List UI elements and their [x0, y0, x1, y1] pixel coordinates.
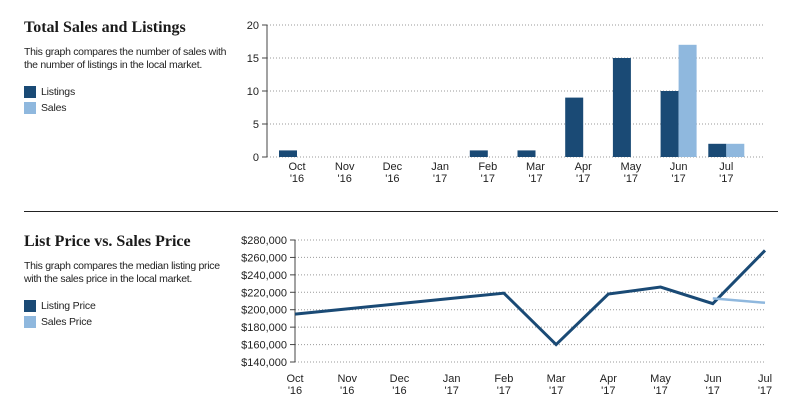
- price-panel: List Price vs. Sales Price This graph co…: [0, 214, 804, 420]
- bar-sales: [726, 143, 745, 157]
- chart-description: This graph compares the number of sales …: [24, 46, 227, 71]
- x-tick-label: Jan: [431, 161, 449, 173]
- bar-listings: [708, 143, 727, 157]
- bar-listings: [469, 150, 488, 157]
- x-tick-label: Jul: [719, 161, 733, 173]
- y-tick-label: $260,000: [241, 252, 287, 264]
- legend-label: Sales: [41, 102, 67, 114]
- x-tick-label: Jun: [670, 161, 688, 173]
- x-tick-label: '16: [340, 385, 354, 397]
- y-tick-label: $280,000: [241, 235, 287, 247]
- legend-swatch-sales-price: [24, 316, 36, 328]
- legend-item-listings: Listings: [24, 84, 224, 100]
- x-tick-label: '16: [338, 173, 352, 185]
- x-tick-label: '17: [576, 173, 590, 185]
- x-tick-label: '16: [288, 385, 302, 397]
- x-tick-label: '17: [758, 385, 772, 397]
- x-tick-label: May: [650, 373, 671, 385]
- chart-title: Total Sales and Listings: [24, 19, 186, 36]
- x-tick-label: '17: [719, 173, 733, 185]
- price-info: List Price vs. Sales Price This graph co…: [24, 232, 224, 330]
- x-tick-label: Mar: [547, 373, 566, 385]
- x-tick-label: '17: [497, 385, 511, 397]
- x-tick-label: Feb: [478, 161, 497, 173]
- sales-listings-panel: Total Sales and Listings This graph comp…: [0, 0, 804, 205]
- section-divider: [24, 211, 778, 212]
- series-line-sales-price: [712, 297, 766, 304]
- y-tick-label: 10: [247, 86, 259, 98]
- chart-title: List Price vs. Sales Price: [24, 233, 191, 250]
- x-tick-label: '17: [601, 385, 615, 397]
- x-tick-label: Oct: [288, 161, 305, 173]
- x-tick-label: '17: [706, 385, 720, 397]
- x-tick-label: '16: [290, 173, 304, 185]
- x-tick-label: '16: [392, 385, 406, 397]
- x-tick-label: '17: [528, 173, 542, 185]
- x-tick-label: Nov: [337, 373, 357, 385]
- y-tick-label: 0: [253, 152, 259, 164]
- y-tick-label: $160,000: [241, 340, 287, 352]
- legend-label: Sales Price: [41, 316, 92, 328]
- x-tick-label: Dec: [390, 373, 410, 385]
- chart-description: This graph compares the median listing p…: [24, 260, 220, 285]
- x-tick-label: Mar: [526, 161, 545, 173]
- bar-sales: [678, 44, 697, 157]
- legend-label: Listings: [41, 86, 76, 98]
- legend-item-sales-price: Sales Price: [24, 314, 224, 330]
- legend-swatch-listings: [24, 86, 36, 98]
- legend-swatch-listing-price: [24, 300, 36, 312]
- series-line-listing-price: [294, 249, 767, 347]
- bar-chart: 05101520Oct'16Nov'16Dec'16Jan'17Feb'17Ma…: [247, 20, 765, 185]
- x-tick-label: '17: [433, 173, 447, 185]
- y-tick-label: $200,000: [241, 305, 287, 317]
- x-tick-label: Jul: [758, 373, 772, 385]
- y-tick-label: 20: [247, 20, 259, 32]
- y-tick-label: $180,000: [241, 322, 287, 334]
- x-tick-label: Apr: [575, 161, 592, 173]
- x-tick-label: Nov: [335, 161, 355, 173]
- x-tick-label: Oct: [286, 373, 303, 385]
- x-tick-label: '17: [653, 385, 667, 397]
- y-tick-label: 5: [253, 119, 259, 131]
- bar-listings: [565, 97, 584, 157]
- x-tick-label: May: [621, 161, 642, 173]
- bar-listings: [660, 91, 679, 157]
- x-tick-label: '17: [624, 173, 638, 185]
- x-tick-label: Jun: [704, 373, 722, 385]
- x-tick-label: '17: [444, 385, 458, 397]
- y-tick-label: $220,000: [241, 287, 287, 299]
- bar-listings: [517, 150, 536, 157]
- legend-swatch-sales: [24, 102, 36, 114]
- x-tick-label: '17: [549, 385, 563, 397]
- x-tick-label: Feb: [494, 373, 513, 385]
- legend-item-sales: Sales: [24, 100, 224, 116]
- legend-label: Listing Price: [41, 300, 96, 312]
- x-tick-label: '17: [671, 173, 685, 185]
- sales-listings-info: Total Sales and Listings This graph comp…: [24, 18, 226, 116]
- y-tick-label: 15: [247, 53, 259, 65]
- x-tick-label: Apr: [600, 373, 617, 385]
- y-tick-label: $140,000: [241, 357, 287, 369]
- x-tick-label: Dec: [383, 161, 403, 173]
- legend: Listings Sales: [24, 84, 224, 116]
- line-chart: $140,000 $160,000 $180,000 $200,000 $220,000…: [241, 235, 772, 397]
- legend: Listing Price Sales Price: [24, 298, 224, 330]
- x-tick-label: Jan: [443, 373, 461, 385]
- y-tick-label: $240,000: [241, 270, 287, 282]
- legend-item-listing-price: Listing Price: [24, 298, 224, 314]
- bar-listings: [279, 150, 297, 157]
- x-tick-label: '16: [385, 173, 399, 185]
- x-tick-label: '17: [481, 173, 495, 185]
- bar-listings: [612, 58, 631, 157]
